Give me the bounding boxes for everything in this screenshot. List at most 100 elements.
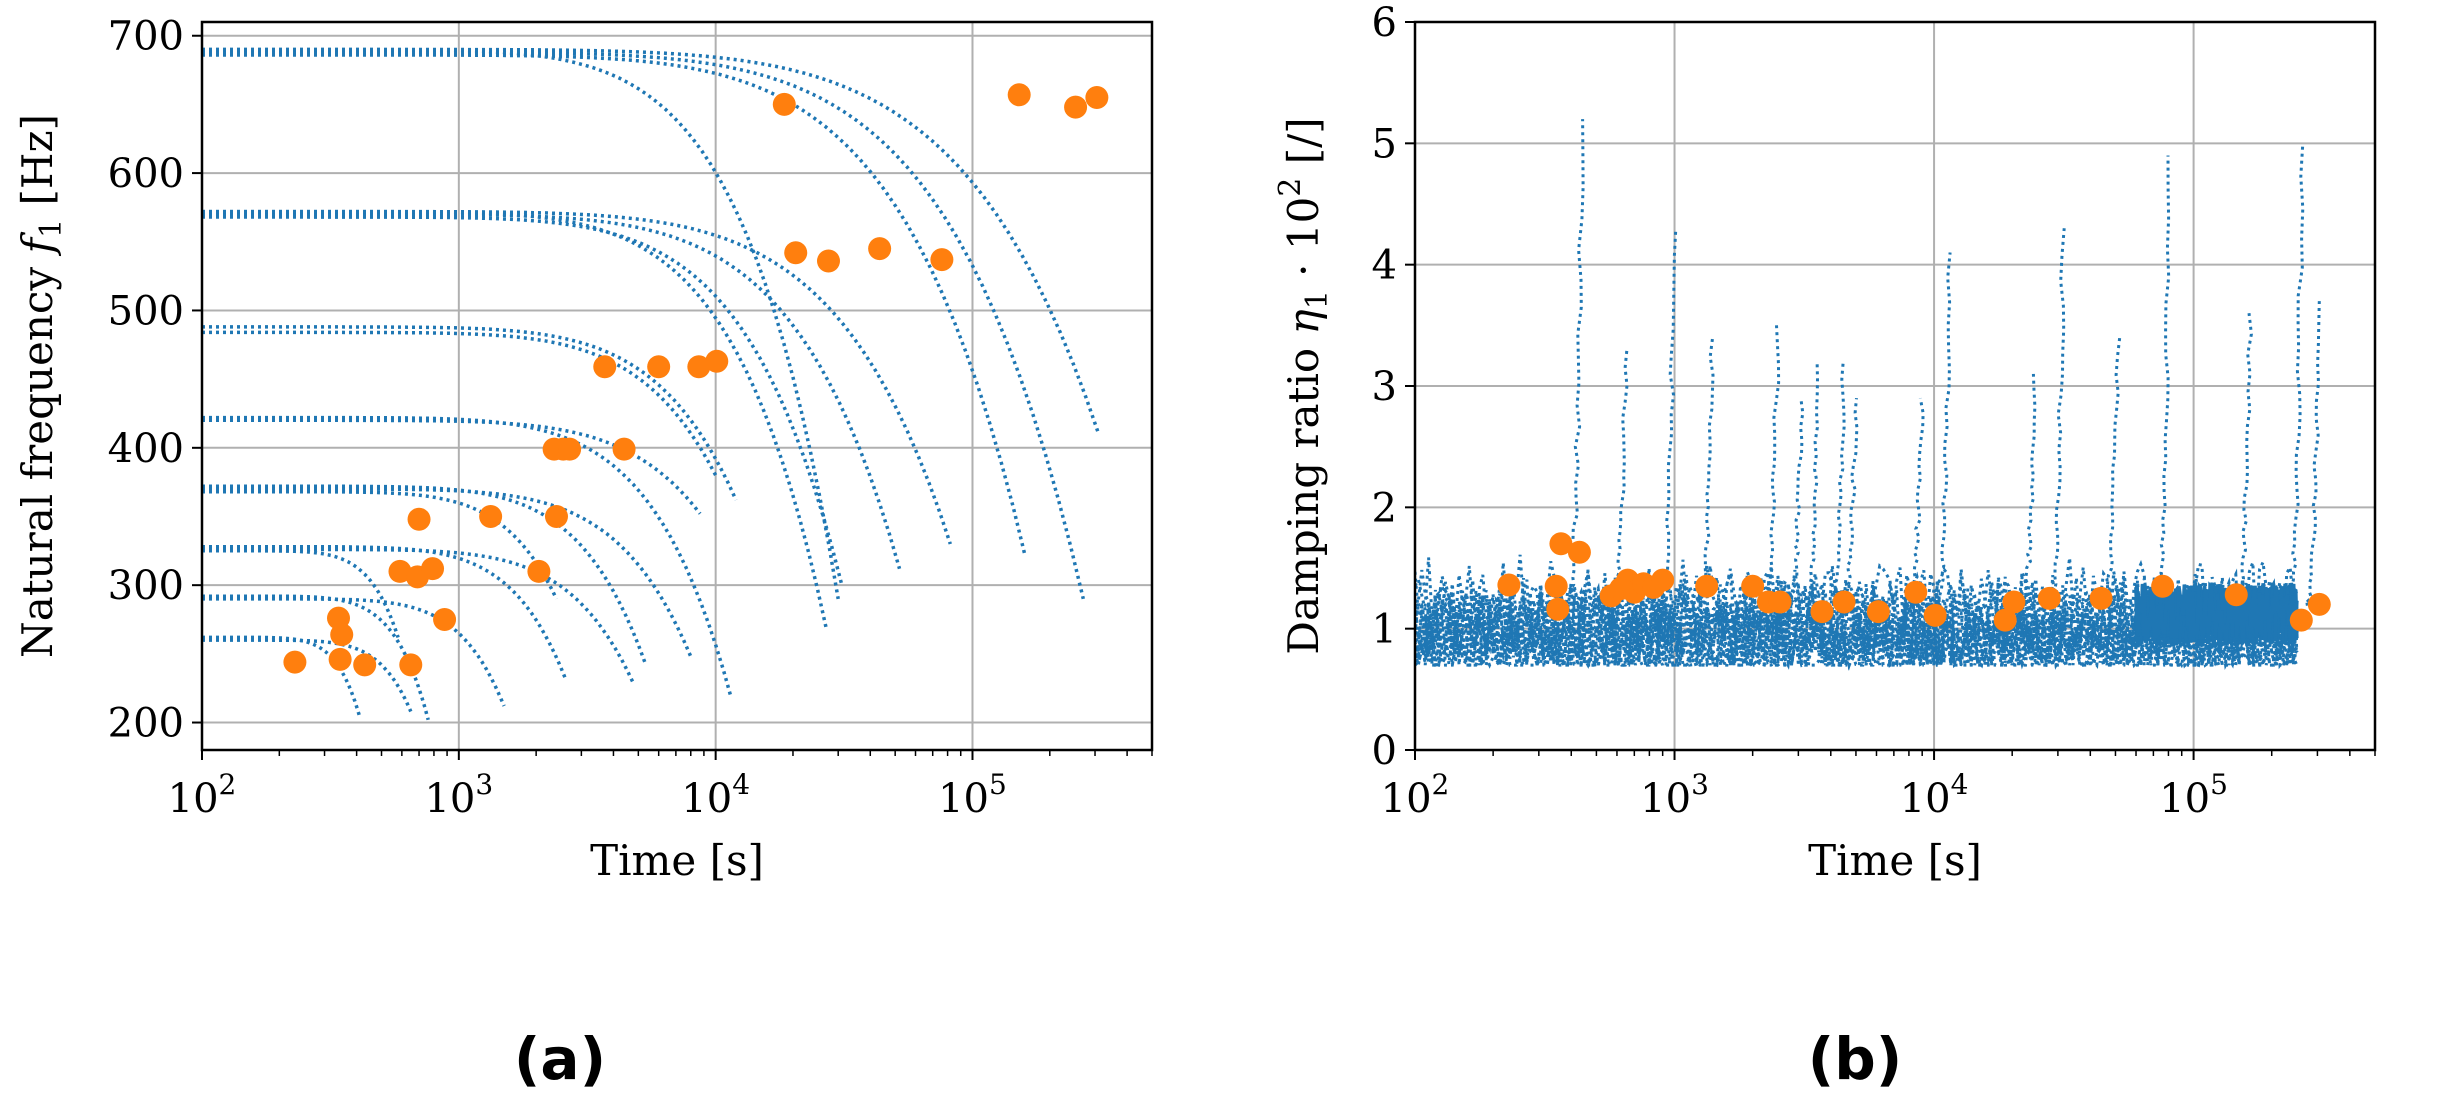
data-point-marker [544,504,568,528]
damping-spike [1806,361,1820,606]
y-tick-label: 4 [1372,243,1397,289]
data-point-marker [1866,600,1890,624]
data-point-marker [772,92,796,116]
damping-trajectory-dense [2134,581,2299,649]
frequency-trajectory [202,597,506,707]
data-point-marker [647,355,671,379]
frequency-trajectory [202,53,1027,556]
frequency-trajectory [202,50,1086,600]
data-point-marker [1085,86,1109,110]
x-tick-base: 10 [1381,776,1432,822]
data-point-marker [612,437,636,461]
data-point-marker [1064,95,1088,119]
y-label-unit: [/] [1279,117,1328,177]
damping-spike [2103,337,2122,606]
x-tick-label: 103 [424,768,493,822]
y-tick-label: 500 [108,288,184,334]
damping-trajectory [1415,594,2298,671]
x-tick-label: 105 [938,768,1007,822]
data-point-marker [1549,532,1573,556]
damping-trajectory [1415,598,2299,670]
frequency-trajectory [202,487,693,658]
y-tick-label: 700 [108,14,184,60]
data-point-marker [930,248,954,272]
plot-frame [200,20,1154,752]
frequency-trajectory [202,215,844,586]
frequency-trajectory [202,325,738,501]
frequency-trajectory [202,47,1101,435]
damping-spike [2155,155,2171,606]
x-tick-label: 103 [1640,768,1709,822]
data-point-marker [1497,573,1521,597]
data-point-marker [687,355,711,379]
data-point-marker [1546,597,1570,621]
x-tick-label: 104 [681,768,750,822]
data-point-marker [479,504,503,528]
damping-spike [2051,228,2066,606]
frequency-trajectory [202,484,647,663]
y-tick-label: 300 [108,563,184,609]
x-tick-base: 10 [2159,776,2210,822]
data-point-marker [2002,590,2026,614]
data-point-marker [433,608,457,632]
y-label-superscript: 2 [1273,178,1308,197]
damping-spike [2232,313,2253,606]
data-point-marker [1993,608,2017,632]
data-point-marker [527,559,551,583]
frequency-trajectory [202,330,718,477]
frequency-trajectory [202,638,413,713]
x-tick-base: 10 [168,776,219,822]
frequency-trajectory [202,209,952,545]
y-label-text: Natural frequency [13,253,62,658]
y-tick-label: 600 [108,151,184,197]
damping-spike [1932,252,1952,606]
data-point-marker [1904,580,1928,604]
damping-spike [1787,397,1805,606]
damping-spike [1762,325,1781,606]
damping-spike [1568,119,1585,606]
damping-spike [2305,301,2321,606]
damping-spike [1610,349,1629,606]
x-tick-label: 104 [1900,768,1969,822]
data-point-marker [558,437,582,461]
data-point-marker [283,650,307,674]
x-tick-exponent: 5 [989,768,1007,801]
frequency-trajectory [202,47,840,600]
x-axis-label: Time [s] [1808,836,1982,885]
data-point-marker [1567,540,1591,564]
y-axis-label: Natural frequency f1 [Hz] [13,114,69,658]
data-point-marker [705,349,729,373]
frequency-trajectory [202,549,400,638]
data-point-marker [388,559,412,583]
damping-spike [2286,143,2305,606]
damping-spike [1660,228,1678,606]
frequency-trajectory [202,415,733,699]
y-label-subscript: 1 [1300,290,1335,309]
x-tick-exponent: 4 [732,768,750,801]
x-tick-label: 102 [1381,768,1450,822]
y-axis-label: Damping ratio η1 · 102 [/] [1273,117,1335,654]
y-tick-label: 3 [1372,364,1397,410]
data-point-marker [1695,574,1719,598]
data-point-marker [2307,592,2331,616]
panel-a-caption: (a) [513,1025,607,1093]
data-point-marker [2089,586,2113,610]
data-point-marker [330,623,354,647]
x-tick-base: 10 [681,776,732,822]
frequency-trajectory [202,544,568,680]
y-tick-label: 6 [1372,0,1397,46]
x-tick-exponent: 2 [1432,768,1450,801]
data-point-marker [1544,574,1568,598]
x-tick-label: 105 [2159,768,2228,822]
x-tick-base: 10 [424,776,475,822]
frequency-trajectory [202,490,559,600]
data-point-marker [1810,600,1834,624]
x-tick-exponent: 3 [475,768,493,801]
damping-spike [1698,337,1715,606]
x-tick-label: 102 [168,768,237,822]
y-tick-label: 5 [1372,121,1397,167]
y-label-text: Damping ratio [1279,334,1328,654]
y-tick-label: 200 [108,701,184,747]
data-point-marker [593,355,617,379]
